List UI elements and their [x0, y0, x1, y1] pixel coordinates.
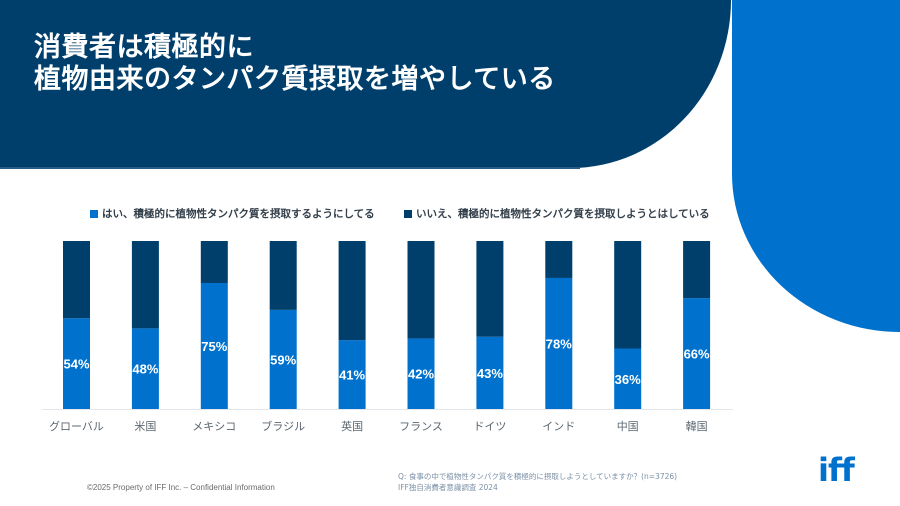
bar-segment-yes	[63, 318, 90, 409]
value-label: 66%	[684, 347, 710, 362]
slide-title-line-2: 植物由来のタンパク質摂取を増やしている	[34, 64, 556, 95]
footnote-source: IFF独自消費者意識調査 2024	[398, 483, 498, 492]
category-label: グローバル	[49, 419, 104, 433]
copyright-notice: ©2025 Property of IFF Inc. – Confidentia…	[87, 483, 275, 492]
value-label: 48%	[132, 362, 158, 377]
category-label: 中国	[617, 420, 639, 433]
category-label: メキシコ	[192, 420, 236, 433]
bar-segment-yes	[545, 277, 573, 409]
category-label: 英国	[341, 419, 363, 433]
value-label: 36%	[615, 372, 641, 387]
legend-swatch-yes	[90, 209, 98, 218]
value-label: 54%	[63, 357, 89, 372]
header-divider	[0, 167, 580, 169]
bar-segment-no	[200, 241, 228, 283]
category-label: ブラジル	[261, 419, 305, 433]
value-label: 59%	[270, 352, 296, 367]
bar-segment-no	[269, 241, 297, 310]
value-label: 41%	[339, 368, 365, 383]
iff-logo: iff	[818, 451, 855, 489]
bar-segment-yes	[683, 298, 711, 409]
bar-segment-yes	[338, 340, 366, 409]
legend-item-no: いいえ、積極的に植物性タンパク質を摂取しようとはしている	[404, 206, 710, 221]
category-label: ドイツ	[473, 420, 506, 433]
category-labels-group: グローバル 米国 メキシコ ブラジル 英国 フランス ドイツ インド 中国 韓国	[49, 419, 708, 433]
category-label: 米国	[134, 420, 156, 433]
bar-segment-yes	[476, 336, 504, 409]
category-label: フランス	[399, 420, 443, 433]
value-label: 42%	[408, 367, 434, 382]
slide-title: 消費者は積極的に 植物由来のタンパク質摂取を増やしている	[34, 32, 556, 96]
bar-segment-no	[131, 241, 159, 329]
bar-segment-yes	[269, 309, 297, 409]
bar-segment-yes	[131, 328, 159, 409]
legend-label-no: いいえ、積極的に植物性タンパク質を摂取しようとはしている	[416, 208, 710, 220]
bar-segment-no	[63, 241, 90, 319]
bar-segment-no	[476, 241, 504, 337]
legend-item-yes: はい、積極的に植物性タンパク質を摂取するようにしてる	[90, 206, 375, 221]
bar-segment-yes	[200, 283, 228, 409]
value-label: 75%	[201, 339, 227, 354]
header-background	[0, 0, 731, 168]
bar-segment-no	[614, 241, 642, 349]
value-labels-group: 54% 48% 75% 59% 41% 42% 43% 78% 36% 66%	[63, 336, 710, 386]
value-label: 43%	[477, 366, 503, 381]
footnote-question: Q: 食事の中で植物性タンパク質を積極的に摂取しようとしていますか？(n=372…	[398, 472, 678, 481]
legend-swatch-no	[404, 209, 412, 218]
bar-segment-yes	[614, 348, 642, 409]
bar-segment-no	[683, 241, 711, 299]
bar-segment-no	[338, 241, 366, 341]
bar-segment-no	[545, 241, 573, 278]
bars-group	[63, 241, 711, 409]
value-label: 78%	[546, 336, 572, 351]
category-label: インド	[542, 420, 575, 433]
slide-title-line-1: 消費者は積極的に	[34, 32, 254, 63]
category-label: 韓国	[686, 420, 708, 433]
survey-footnote: Q: 食事の中で植物性タンパク質を積極的に摂取しようとしていますか？(n=372…	[398, 471, 677, 493]
bar-segment-no	[407, 241, 435, 339]
legend-label-yes: はい、積極的に植物性タンパク質を摂取するようにしてる	[102, 208, 375, 220]
bar-segment-yes	[407, 338, 435, 409]
